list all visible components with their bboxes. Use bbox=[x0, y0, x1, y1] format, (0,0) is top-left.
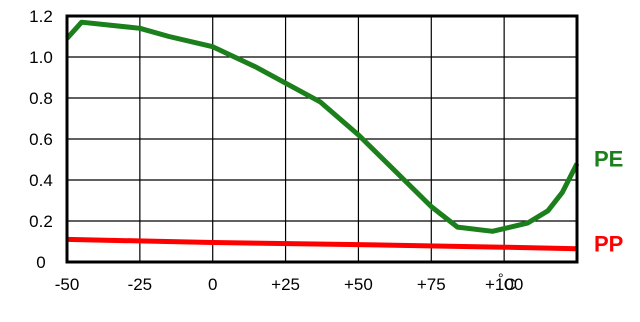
x-tick-label: +50 bbox=[344, 275, 373, 294]
x-axis-tick-labels: -50 -25 0 +25 +50 +75 +100 bbox=[55, 275, 524, 294]
y-axis-tick-labels: 0 0.2 0.4 0.6 0.8 1.0 1.2 bbox=[29, 7, 53, 272]
y-tick-label: 0.2 bbox=[29, 212, 53, 231]
x-axis-unit: °C bbox=[498, 270, 516, 294]
gridlines bbox=[67, 16, 577, 262]
series-label-pp: PP bbox=[594, 232, 623, 257]
series-label-pe: PE bbox=[594, 147, 623, 172]
plot-frame bbox=[65, 14, 579, 264]
y-tick-label: 0.6 bbox=[29, 130, 53, 149]
x-tick-label: -25 bbox=[128, 275, 153, 294]
x-tick-label: +25 bbox=[271, 275, 300, 294]
series-line-pe bbox=[65, 19, 580, 234]
series-layer bbox=[65, 19, 580, 252]
x-tick-label: +100 bbox=[485, 275, 523, 294]
series-line-pp bbox=[66, 236, 578, 252]
y-tick-label: 1.0 bbox=[29, 48, 53, 67]
y-tick-label: 1.2 bbox=[29, 7, 53, 26]
y-tick-label: 0 bbox=[36, 253, 45, 272]
y-tick-label: 0.8 bbox=[29, 89, 53, 108]
x-tick-label: +75 bbox=[417, 275, 446, 294]
x-tick-label: -50 bbox=[55, 275, 80, 294]
y-tick-label: 0.4 bbox=[29, 171, 53, 190]
series-labels: PE PP bbox=[594, 147, 623, 257]
x-tick-label: 0 bbox=[208, 275, 217, 294]
x-axis-unit-label: °C bbox=[498, 270, 516, 294]
